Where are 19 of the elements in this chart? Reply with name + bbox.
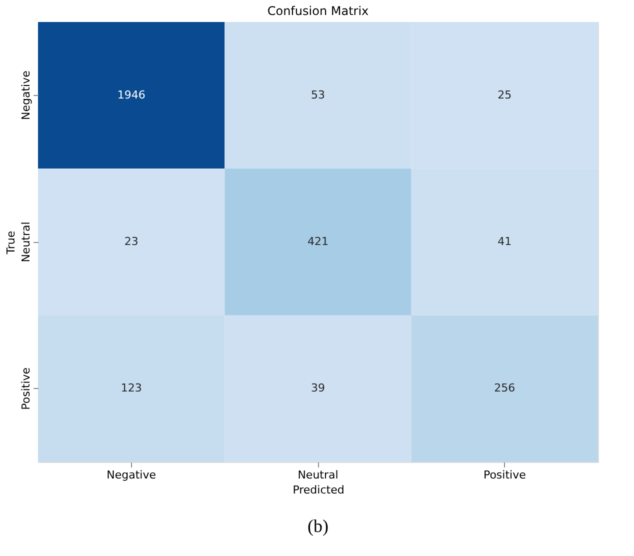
y-tick-label: Neutral	[20, 222, 32, 262]
y-tick-label: Negative	[20, 70, 32, 120]
data-label: 256	[494, 382, 516, 395]
data-label: 53	[311, 88, 325, 102]
data-label: 23	[124, 235, 138, 248]
x-axis-title: Predicted	[292, 484, 344, 496]
data-label: 421	[308, 235, 328, 248]
text: (b)	[308, 516, 328, 536]
data-label: 39	[311, 382, 325, 395]
data-label: 1946	[117, 88, 146, 102]
x-tick-label: Positive	[483, 468, 526, 482]
x-tick-label: Negative	[106, 468, 156, 482]
x-tick-label: Neutral	[298, 468, 338, 482]
data-label: 25	[498, 88, 512, 102]
chart-title: Confusion Matrix	[267, 4, 369, 18]
data-label: 123	[120, 382, 142, 395]
y-tick-label: Positive	[20, 367, 32, 410]
data-label: 41	[498, 235, 512, 248]
y-axis-title: True	[4, 230, 18, 256]
